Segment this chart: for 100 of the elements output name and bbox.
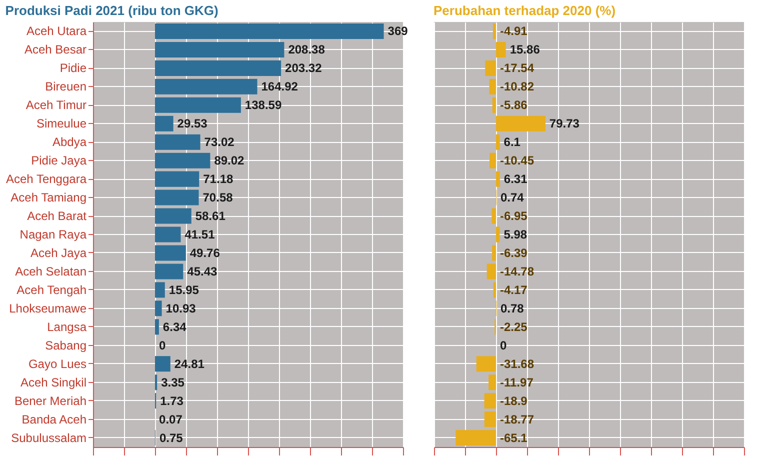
y-tick-label: Lhokseumawe [9, 301, 87, 316]
data-label: 0.75 [159, 430, 184, 445]
bar [496, 226, 500, 242]
data-label: 89.02 [214, 154, 245, 168]
data-label: -4.91 [500, 24, 528, 38]
bar [496, 42, 506, 58]
data-label: 15.95 [168, 282, 200, 297]
data-label: -18.9 [500, 394, 528, 408]
data-label: 10.93 [166, 301, 196, 316]
bar [155, 42, 284, 58]
y-tick-label: Banda Aceh [22, 412, 86, 426]
data-label: 15.86 [510, 42, 540, 57]
bar [155, 282, 165, 298]
bar [493, 282, 496, 298]
bar [155, 116, 174, 132]
bar [155, 264, 184, 280]
data-label: 369 [388, 24, 408, 38]
y-tick-label: Aceh Jaya [30, 246, 87, 260]
y-tick-label: Subulussalam [11, 430, 87, 445]
data-label: 6.34 [162, 320, 187, 334]
data-label: -18.77 [500, 412, 534, 426]
bar [155, 23, 384, 39]
bar [492, 23, 496, 39]
y-tick-label: Aceh Besar [24, 42, 86, 57]
bar [155, 78, 258, 94]
data-label: 6.31 [504, 172, 528, 186]
data-label: -6.95 [500, 209, 528, 224]
data-label: -5.86 [500, 98, 528, 112]
y-tick-label: Nagan Raya [20, 228, 87, 242]
bar [488, 374, 496, 390]
data-label: 0.07 [159, 412, 183, 426]
data-label: 5.98 [504, 228, 528, 242]
y-tick-label: Pidie Jaya [31, 154, 87, 168]
data-label: 45.43 [187, 264, 218, 278]
bar [456, 430, 496, 446]
bar [492, 97, 496, 113]
bar [476, 356, 496, 372]
y-tick-label: Pidie [60, 61, 87, 76]
bar [490, 152, 496, 168]
data-label: -17.54 [500, 61, 534, 76]
bar [484, 412, 496, 428]
data-label: 71.18 [203, 172, 234, 186]
bar [155, 245, 186, 261]
bar [155, 319, 159, 335]
y-tick-label: Abdya [52, 135, 87, 150]
y-tick-label: Aceh Timur [26, 98, 86, 112]
bar [155, 226, 181, 242]
data-label: 6.1 [504, 135, 521, 150]
data-label: -14.78 [500, 264, 534, 278]
data-label: 0.78 [500, 301, 524, 316]
data-label: -11.97 [500, 375, 534, 390]
data-label: -2.25 [500, 320, 528, 334]
data-label: -6.39 [500, 246, 528, 260]
data-label: 0.74 [500, 190, 524, 205]
bar [486, 264, 496, 280]
y-tick-label: Bireuen [45, 80, 86, 94]
bar [492, 245, 496, 261]
bar [155, 208, 192, 224]
bar [155, 190, 199, 206]
bar [496, 116, 546, 132]
data-label: 164.92 [261, 80, 298, 94]
y-tick-label: Aceh Utara [26, 24, 87, 38]
y-tick-label: Simeulue [36, 116, 87, 131]
data-label: -31.68 [500, 356, 534, 371]
bar [484, 393, 496, 409]
data-label: 41.51 [184, 228, 216, 242]
data-label: 24.81 [174, 356, 205, 371]
data-label: 70.58 [202, 190, 234, 205]
bar [155, 134, 200, 150]
y-tick-label: Aceh Selatan [15, 264, 86, 278]
y-tick-label: Aceh Tenggara [6, 172, 87, 186]
chart-title: Produksi Padi 2021 (ribu ton GKG) [5, 3, 218, 18]
data-label: 0 [500, 338, 507, 352]
data-label: 203.32 [285, 61, 322, 76]
data-label: 79.73 [549, 116, 580, 131]
y-tick-label: Bener Meriah [14, 394, 86, 408]
bar [155, 300, 162, 316]
bar [155, 60, 282, 76]
bar [155, 97, 241, 113]
data-label: -65.1 [500, 430, 528, 445]
data-label: 138.59 [244, 98, 282, 112]
y-tick-label: Aceh Barat [27, 209, 88, 224]
bar [155, 171, 200, 187]
data-label: -10.82 [500, 80, 534, 94]
data-label: 73.02 [204, 135, 235, 150]
bar [489, 78, 496, 94]
data-label: 49.76 [190, 246, 220, 260]
data-label: 3.35 [161, 375, 185, 390]
data-label: -4.17 [500, 282, 528, 297]
data-label: 58.61 [195, 209, 226, 224]
bar [496, 171, 500, 187]
bar [496, 134, 500, 150]
bar [492, 208, 496, 224]
y-tick-label: Langsa [47, 320, 87, 334]
data-label: 29.53 [177, 116, 208, 131]
data-label: 208.38 [288, 42, 326, 57]
data-label: -10.45 [500, 154, 534, 168]
y-tick-label: Aceh Tengah [16, 282, 86, 297]
chart-title: Perubahan terhadap 2020 (%) [434, 3, 616, 18]
y-tick-label: Aceh Tamiang [10, 190, 86, 205]
